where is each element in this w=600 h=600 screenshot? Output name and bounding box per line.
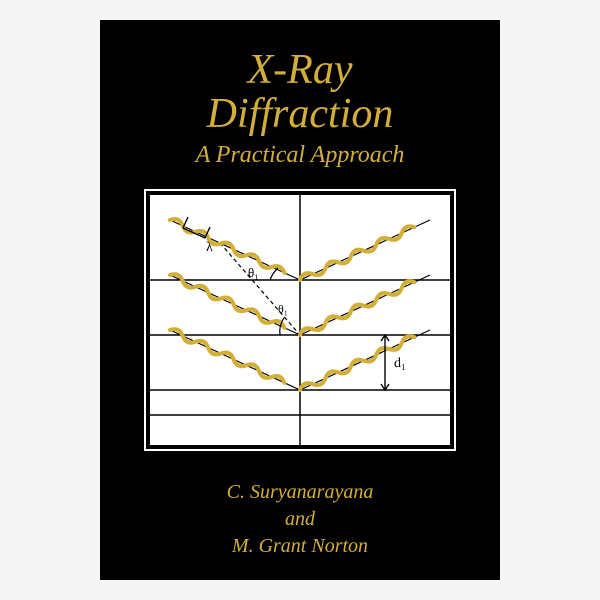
bragg-diagram-svg: λ θ₁ θ₁ d₁ <box>150 195 450 445</box>
author-2: M. Grant Norton <box>227 533 374 560</box>
title-line1: X-Ray <box>196 48 405 92</box>
subtitle: A Practical Approach <box>196 142 405 169</box>
bragg-diagram-frame: λ θ₁ θ₁ d₁ <box>146 191 454 449</box>
book-cover: X-Ray Diffraction A Practical Approach <box>100 20 500 580</box>
author-1: C. Suryanarayana <box>227 479 374 506</box>
d-spacing-label: d₁ <box>394 356 406 371</box>
theta-arc-upper <box>270 268 278 280</box>
title-line2: Diffraction <box>196 92 405 136</box>
theta-lower-label: θ₁ <box>278 302 288 316</box>
d-spacing-marker <box>381 335 389 390</box>
author-conjunction: and <box>227 506 374 533</box>
theta-upper-label: θ₁ <box>248 265 259 280</box>
authors-block: C. Suryanarayana and M. Grant Norton <box>227 479 374 560</box>
lambda-label: λ <box>206 240 213 255</box>
title-block: X-Ray Diffraction A Practical Approach <box>196 48 405 169</box>
